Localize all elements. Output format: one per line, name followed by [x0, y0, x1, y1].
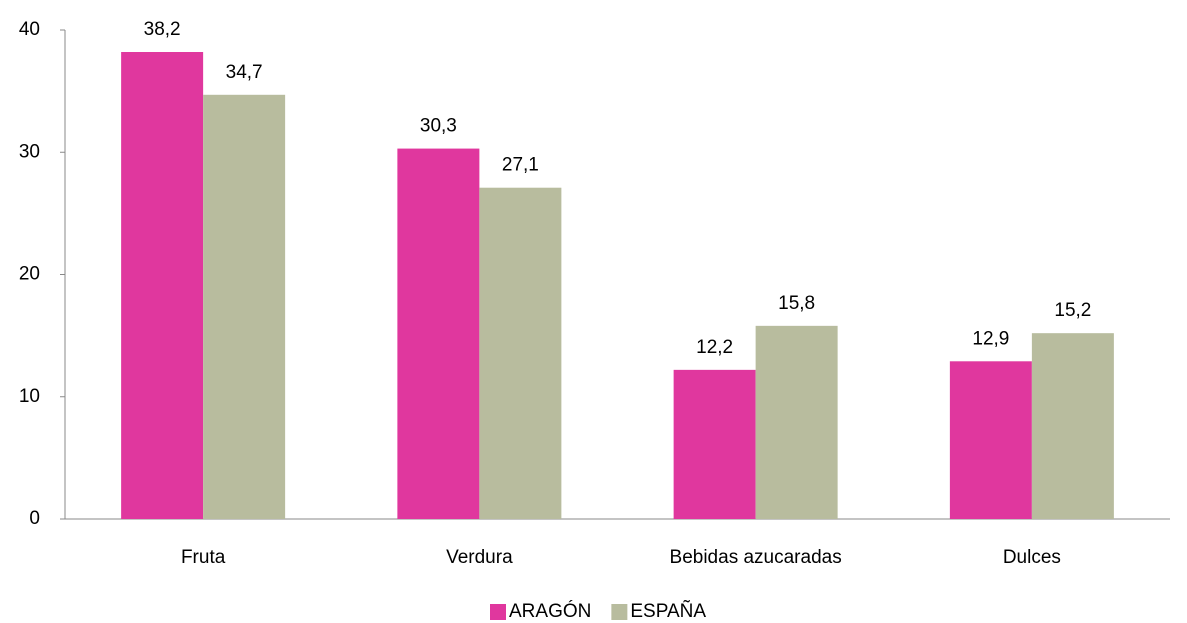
- y-tick-label: 10: [19, 386, 40, 407]
- bar: [121, 52, 204, 519]
- legend-label: ESPAÑA: [630, 600, 706, 622]
- x-tick-label: Verdura: [446, 547, 513, 568]
- data-label: 15,8: [778, 293, 815, 314]
- data-label: 38,2: [144, 19, 181, 40]
- y-tick-label: 20: [19, 264, 40, 285]
- data-label: 15,2: [1054, 300, 1091, 321]
- bar: [397, 148, 480, 519]
- legend-swatch: [490, 604, 506, 620]
- legend-label: ARAGÓN: [509, 600, 591, 622]
- data-label: 27,1: [502, 155, 539, 176]
- data-label: 30,3: [420, 116, 457, 137]
- bar: [949, 361, 1032, 519]
- x-tick-label: Fruta: [181, 547, 226, 568]
- data-label: 12,9: [972, 328, 1009, 349]
- bar: [203, 94, 286, 519]
- data-label: 34,7: [226, 62, 263, 83]
- y-tick-label: 0: [29, 508, 40, 529]
- y-tick-label: 40: [19, 19, 40, 40]
- legend-swatch: [611, 604, 628, 620]
- x-tick-label: Bebidas azucaradas: [670, 547, 842, 568]
- bar: [755, 325, 838, 519]
- x-tick-label: Dulces: [1003, 547, 1061, 568]
- y-tick-label: 30: [19, 141, 40, 162]
- bar: [673, 369, 756, 519]
- bar: [479, 187, 562, 519]
- bar: [1031, 333, 1114, 519]
- data-label: 12,2: [696, 337, 733, 358]
